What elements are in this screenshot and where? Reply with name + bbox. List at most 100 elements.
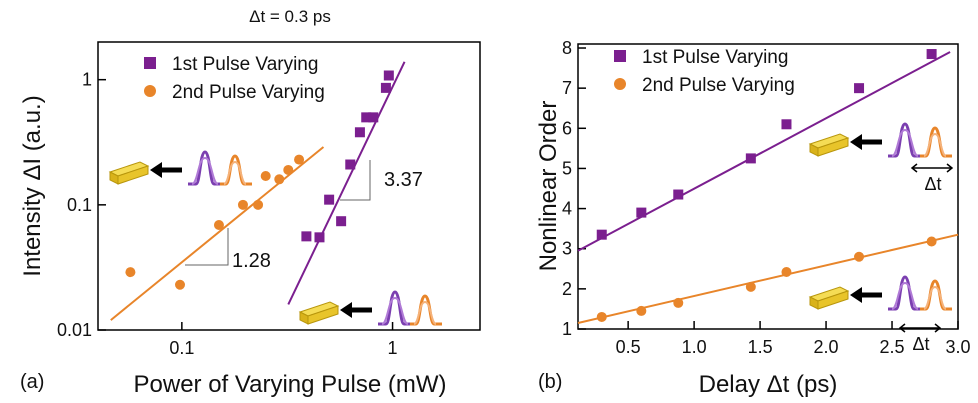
legend-label: 1st Pulse Varying xyxy=(172,54,318,75)
y-axis-label: Nonlinear Order xyxy=(535,101,562,272)
y-tick-label: 0.01 xyxy=(57,320,92,340)
pulse-1 xyxy=(888,275,920,311)
arrow-head xyxy=(150,162,162,178)
panel-label: (b) xyxy=(538,371,562,393)
arrow-head xyxy=(340,302,352,318)
y-tick-label: 1 xyxy=(562,319,572,339)
crystal-side xyxy=(307,305,339,325)
crystal-side xyxy=(117,165,149,185)
point xyxy=(260,170,271,181)
point xyxy=(336,216,347,227)
legend-label: 2nd Pulse Varying xyxy=(172,82,325,103)
crystal-side xyxy=(817,290,849,310)
fit-line xyxy=(110,146,325,321)
y-tick-label: 5 xyxy=(562,158,572,178)
delay-arrow xyxy=(898,323,942,333)
annotation: 1.28 xyxy=(232,250,271,272)
point xyxy=(636,207,647,218)
point xyxy=(314,232,325,243)
x-tick-label: 0.1 xyxy=(169,338,194,358)
panel-label: (a) xyxy=(20,371,44,393)
fit-line xyxy=(287,61,406,305)
fit-line xyxy=(577,51,951,252)
slope-guide xyxy=(185,228,229,266)
point xyxy=(781,267,792,277)
crystal-side xyxy=(817,137,849,157)
y-tick-label: 6 xyxy=(562,118,572,138)
legend-marker xyxy=(144,57,156,69)
legend-marker xyxy=(614,50,626,62)
point xyxy=(636,305,647,316)
plot-frame xyxy=(97,41,481,331)
point xyxy=(324,194,335,205)
pulse-2 xyxy=(410,294,442,326)
y-tick-label: 7 xyxy=(562,78,572,98)
arrow-head xyxy=(850,134,862,150)
point xyxy=(125,267,136,278)
point xyxy=(745,281,756,292)
point xyxy=(253,199,264,210)
pulse-2 xyxy=(220,154,252,186)
x-tick-label: 1.0 xyxy=(682,337,707,357)
pulse-2b xyxy=(223,160,247,185)
pulse-1 xyxy=(188,150,220,186)
y-tick-label: 1 xyxy=(82,70,92,90)
slope-guide xyxy=(340,160,371,201)
y-axis-label: Intensity ΔI (a.u.) xyxy=(19,95,46,276)
y-tick-label: 3 xyxy=(562,239,572,259)
point xyxy=(283,164,294,175)
point xyxy=(596,311,607,322)
point xyxy=(294,154,305,165)
annotation: Δt xyxy=(912,334,929,354)
fit-line xyxy=(577,233,959,324)
x-tick-label: 1.5 xyxy=(748,337,773,357)
point xyxy=(354,127,365,138)
point xyxy=(854,83,865,94)
point xyxy=(301,231,312,242)
point xyxy=(345,159,356,170)
pulse-icon xyxy=(108,150,252,186)
point xyxy=(383,70,394,81)
pulse-icon xyxy=(808,275,952,311)
pulse-1b xyxy=(191,156,219,185)
pulse-1 xyxy=(888,122,920,158)
point xyxy=(361,112,372,123)
pulse-2 xyxy=(920,279,952,311)
point xyxy=(673,189,684,200)
point xyxy=(380,82,391,93)
point xyxy=(781,119,792,130)
pulse-2b xyxy=(923,285,947,310)
legend-marker xyxy=(614,78,626,90)
x-axis-label: Delay Δt (ps) xyxy=(699,371,838,398)
pulse-1 xyxy=(378,290,410,326)
y-tick-label: 4 xyxy=(562,199,572,219)
y-tick-label: 2 xyxy=(562,279,572,299)
point xyxy=(237,199,248,210)
legend-label: 1st Pulse Varying xyxy=(642,47,788,68)
point xyxy=(745,153,756,164)
pulse-2b xyxy=(923,132,947,157)
point xyxy=(274,174,285,185)
x-tick-label: 2.0 xyxy=(814,337,839,357)
y-tick-label: 8 xyxy=(562,38,572,58)
point xyxy=(213,220,224,231)
pulse-1b xyxy=(891,128,919,157)
y-tick-label: 0.1 xyxy=(67,195,92,215)
point xyxy=(854,251,865,262)
legend-label: 2nd Pulse Varying xyxy=(642,75,795,96)
x-tick-label: 0.5 xyxy=(616,337,641,357)
legend-marker xyxy=(144,85,156,97)
x-tick-label: 2.5 xyxy=(880,337,905,357)
pulse-1b xyxy=(381,296,409,325)
x-axis-label: Power of Varying Pulse (mW) xyxy=(134,371,447,398)
plot-frame xyxy=(577,43,959,330)
x-tick-label: 3.0 xyxy=(945,337,970,357)
pulse-1b xyxy=(891,281,919,310)
x-tick-label: 1 xyxy=(388,338,398,358)
chart-title: Δt = 0.3 ps xyxy=(249,7,331,26)
annotation: 3.37 xyxy=(384,169,423,191)
point xyxy=(926,236,937,247)
point xyxy=(368,112,379,123)
point xyxy=(596,229,607,240)
